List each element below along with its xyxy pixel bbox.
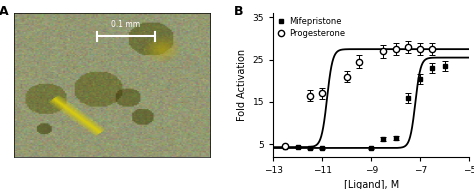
Text: A: A [0,5,8,18]
Text: 0.1 mm: 0.1 mm [111,20,141,29]
Legend: Mifepristone, Progesterone: Mifepristone, Progesterone [275,16,347,40]
Text: B: B [234,5,243,18]
Y-axis label: Fold Activation: Fold Activation [237,49,247,121]
X-axis label: [Ligand], M: [Ligand], M [344,180,399,189]
